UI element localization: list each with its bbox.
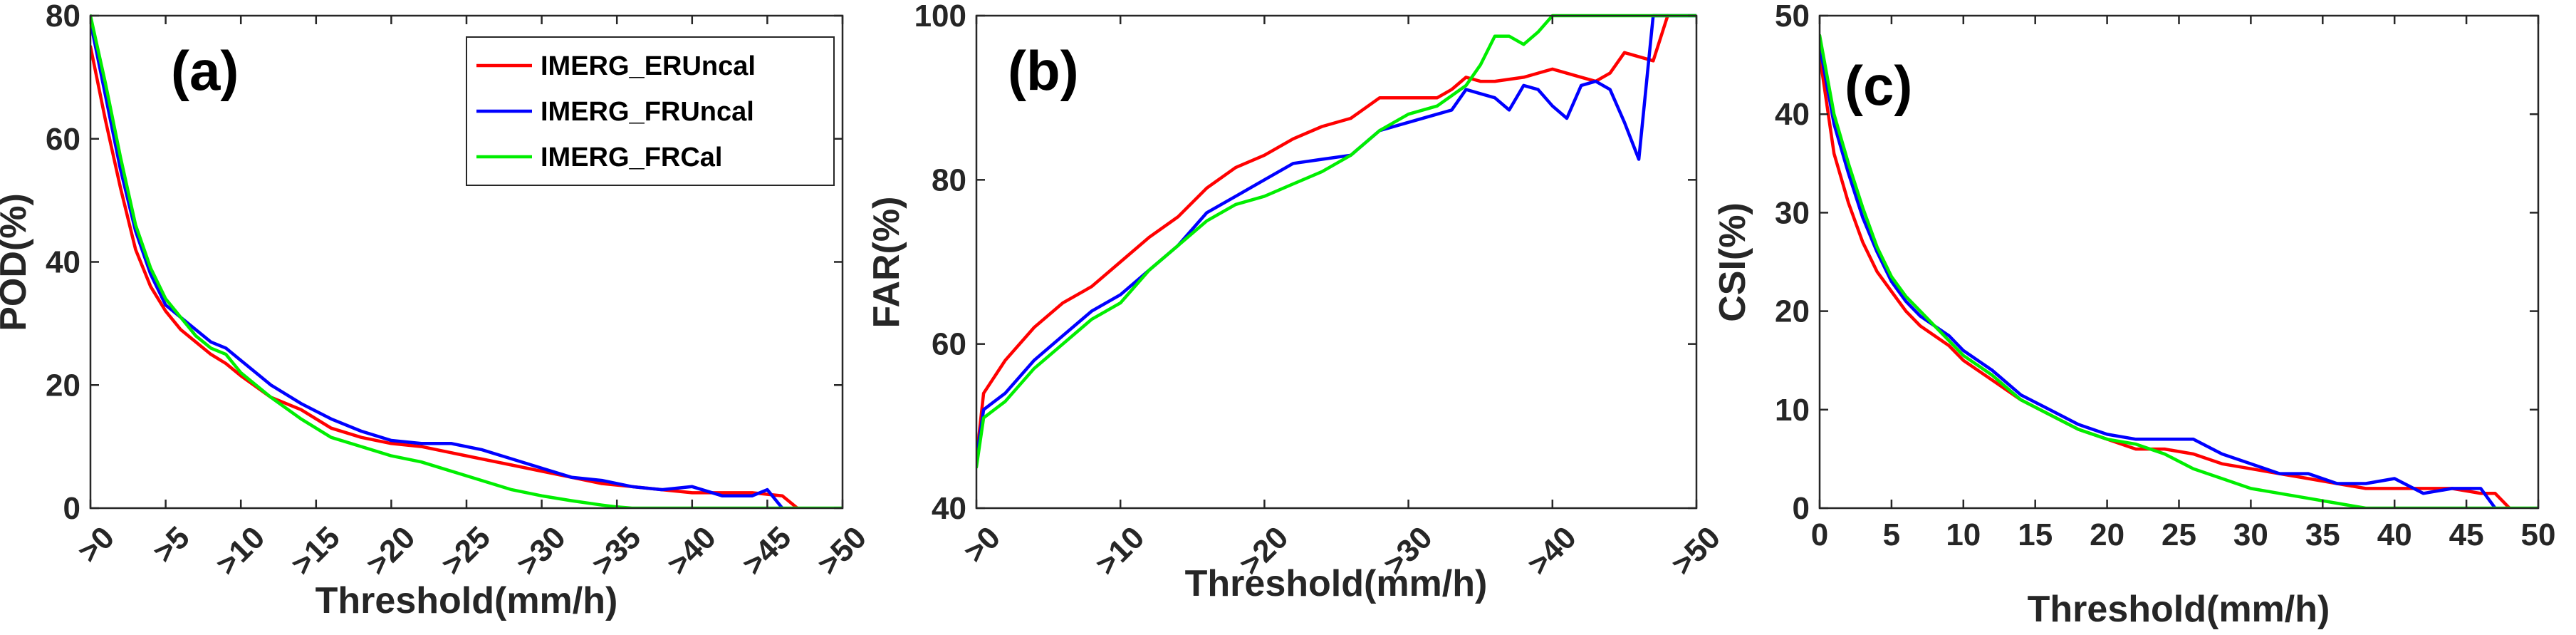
y-tick-label: 10: [1775, 393, 1810, 428]
x-tick-label: 25: [2162, 517, 2196, 552]
panel-a: >0 >5 >10 >15 >20 >25 >30 >35 >40 >45 >50 0 20 40 60 80…: [0, 0, 873, 621]
axes-frame: [975, 14, 1698, 510]
panel-b: >0 >10 >20 >30 >40 >50406080100Threshold(mm/h…: [866, 0, 1727, 604]
panel-label: (c): [1845, 54, 1912, 117]
y-tick-label: 100: [914, 0, 966, 33]
series-line-imerg-frcal: [90, 14, 843, 508]
x-tick-label: 15: [2018, 517, 2053, 552]
x-tick-label: >0: [71, 520, 121, 569]
series-line-imerg-fruncal: [90, 20, 784, 508]
series-line-imerg-eruncal: [976, 14, 1669, 461]
x-tick-label: >50: [1665, 520, 1727, 582]
x-tick-label: >5: [147, 520, 197, 569]
legend-entry: IMERG_FRUncal: [541, 97, 754, 127]
panel-c: 0 5 10 15 20 25 30 35 40 45 50 0 10 20 30 40 50 Threshold…: [1712, 0, 2555, 630]
y-axis-label: POD(%): [0, 193, 34, 331]
x-tick-label: >45: [736, 520, 798, 582]
y-axis-label: FAR(%): [866, 197, 907, 329]
y-tick-label: 80: [46, 0, 80, 33]
y-tick-label: 20: [1775, 294, 1810, 329]
y-tick-label: 60: [932, 327, 966, 362]
x-axis-label: Threshold(mm/h): [1185, 563, 1488, 604]
series-line-imerg-fruncal: [976, 14, 1696, 461]
y-tick-label: 30: [1775, 195, 1810, 230]
y-tick-label: 40: [1775, 97, 1810, 132]
x-tick-label: >30: [510, 520, 572, 582]
x-tick-label: >50: [811, 520, 873, 582]
x-axis-label: Threshold(mm/h): [316, 580, 618, 621]
x-tick-label: 50: [2521, 517, 2556, 552]
series-line-imerg-fruncal: [1820, 43, 2497, 508]
x-tick-label: 0: [1811, 517, 1828, 552]
legend-entry: IMERG_ERUncal: [541, 51, 756, 81]
x-tick-label: 10: [1946, 517, 1981, 552]
y-tick-label: 0: [1793, 491, 1810, 526]
y-tick-label: 0: [63, 491, 80, 526]
y-tick-label: 40: [46, 245, 80, 280]
panel-label: (b): [1008, 39, 1079, 102]
x-tick-label: >0: [957, 520, 1007, 569]
x-tick-label: 35: [2305, 517, 2340, 552]
x-tick-label: 30: [2233, 517, 2268, 552]
x-tick-label: >15: [285, 520, 347, 582]
x-axis-label: Threshold(mm/h): [2028, 589, 2330, 630]
legend: IMERG_ERUncal IMERG_FRUncal IMERG_FRCal: [466, 36, 835, 186]
x-tick-label: >40: [1521, 520, 1583, 582]
x-tick-label: >35: [585, 520, 647, 582]
x-tick-label: 20: [2090, 517, 2124, 552]
legend-entry: IMERG_FRCal: [541, 143, 722, 172]
y-tick-label: 50: [1775, 0, 1810, 33]
y-tick-label: 60: [46, 122, 80, 157]
y-tick-label: 20: [46, 368, 80, 403]
axes-frame: [1818, 14, 2540, 510]
y-tick-label: 40: [932, 491, 966, 526]
y-tick-label: 80: [932, 162, 966, 197]
y-axis-label: CSI(%): [1712, 202, 1753, 322]
panel-label: (a): [171, 39, 239, 102]
x-tick-label: >10: [1089, 520, 1151, 582]
series-line-imerg-frcal: [1820, 33, 2538, 508]
x-tick-label: 5: [1883, 517, 1900, 552]
x-tick-label: >20: [360, 520, 422, 582]
x-tick-label: >40: [661, 520, 723, 582]
x-tick-label: >25: [435, 520, 497, 582]
x-tick-label: 45: [2449, 517, 2484, 552]
x-tick-label: 40: [2377, 517, 2412, 552]
x-tick-label: >10: [209, 520, 271, 582]
series-line-imerg-frcal: [976, 14, 1696, 469]
